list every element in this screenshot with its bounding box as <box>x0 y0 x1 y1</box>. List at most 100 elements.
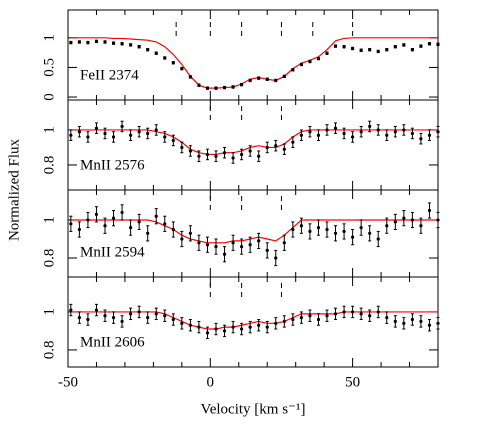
y-tick-label: 1 <box>41 126 57 134</box>
data-point <box>265 77 269 81</box>
data-point <box>385 48 389 52</box>
data-point <box>402 43 406 47</box>
data-point <box>351 235 355 239</box>
data-point <box>137 220 141 224</box>
data-point <box>410 131 414 136</box>
data-point <box>222 329 227 333</box>
data-point <box>308 229 312 234</box>
data-point <box>222 85 227 90</box>
data-point <box>86 40 90 45</box>
data-point <box>402 321 406 325</box>
y-tick-label: 1 <box>41 308 57 316</box>
data-point <box>385 224 389 228</box>
y-tick-label: 0.5 <box>41 58 57 77</box>
data-point <box>146 231 150 235</box>
model-line <box>70 311 438 330</box>
data-point <box>299 224 303 228</box>
data-point <box>163 56 167 60</box>
data-point <box>248 149 252 153</box>
data-point <box>154 128 158 132</box>
data-point <box>94 308 99 312</box>
data-point <box>111 41 116 45</box>
data-point <box>77 130 81 134</box>
data-point <box>291 68 295 72</box>
data-point <box>274 78 278 83</box>
data-point <box>154 312 158 316</box>
data-point <box>248 243 252 247</box>
data-point <box>359 130 363 134</box>
data-point <box>163 314 167 318</box>
data-point <box>385 133 389 137</box>
data-point <box>376 310 380 314</box>
data-point <box>77 40 81 44</box>
data-point <box>359 48 363 52</box>
data-point <box>308 130 312 134</box>
model-line <box>70 219 438 244</box>
data-point <box>154 214 158 218</box>
data-point <box>325 314 329 318</box>
data-point <box>222 252 227 256</box>
y-tick-label: 1 <box>41 34 57 42</box>
data-point <box>368 231 372 235</box>
data-point <box>316 133 321 137</box>
data-point <box>171 138 175 143</box>
data-point <box>180 67 184 71</box>
data-point <box>111 316 116 320</box>
data-point <box>282 319 286 324</box>
data-point <box>419 44 423 48</box>
data-point <box>299 316 303 320</box>
y-tick-label: 0.8 <box>41 249 57 268</box>
y-tick-label: 0 <box>41 93 57 101</box>
data-point <box>299 62 303 67</box>
y-tick-label: 0.8 <box>41 156 57 175</box>
data-point <box>69 222 73 226</box>
data-point <box>188 149 192 153</box>
data-point <box>231 325 235 329</box>
data-point <box>257 323 261 327</box>
data-point <box>368 124 372 129</box>
data-point <box>316 226 321 230</box>
data-point <box>205 152 210 157</box>
data-point <box>214 327 218 331</box>
y-tick-label: 0.8 <box>41 341 57 360</box>
data-point <box>291 140 295 144</box>
data-point <box>436 130 440 134</box>
data-point <box>427 323 432 327</box>
y-tick-label: 1 <box>41 216 57 224</box>
data-point <box>86 218 90 222</box>
data-point <box>214 86 218 90</box>
data-point <box>368 48 372 52</box>
data-point <box>248 325 252 329</box>
data-point <box>180 321 184 325</box>
data-point <box>265 145 269 150</box>
data-point <box>265 248 269 253</box>
model-line <box>70 129 438 156</box>
data-point <box>427 208 432 213</box>
data-point <box>291 227 295 232</box>
data-point <box>103 224 107 228</box>
data-point <box>120 210 124 215</box>
data-point <box>333 312 338 316</box>
data-point <box>342 45 346 49</box>
data-point <box>368 314 372 318</box>
data-point <box>376 237 380 241</box>
x-tick-label: 50 <box>345 374 360 390</box>
data-point <box>205 86 210 90</box>
data-point <box>94 126 99 130</box>
data-point <box>316 317 321 322</box>
data-point <box>240 152 244 157</box>
data-point <box>154 51 158 55</box>
panel-label: MnII 2576 <box>80 157 145 173</box>
data-point <box>402 128 406 132</box>
data-point <box>359 226 363 230</box>
data-point <box>188 231 192 235</box>
data-point <box>333 44 338 48</box>
data-point <box>163 222 167 226</box>
panel-frame <box>67 9 439 101</box>
data-point <box>333 126 338 130</box>
data-point <box>146 316 150 320</box>
data-point <box>265 325 269 329</box>
x-tick-label: 0 <box>207 374 215 390</box>
data-point <box>197 325 201 329</box>
